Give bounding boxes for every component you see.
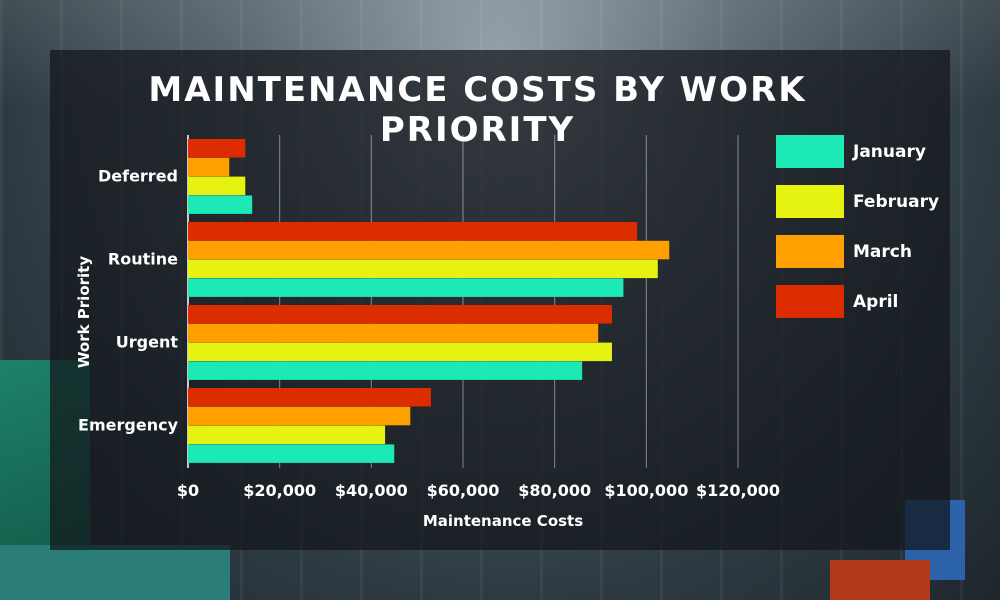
- x-tick-label: $0: [177, 481, 199, 500]
- bar: [188, 444, 395, 463]
- x-tick-label: $120,000: [696, 481, 780, 500]
- legend-swatch: [776, 235, 844, 268]
- bar: [188, 305, 612, 324]
- bar: [188, 139, 246, 158]
- background-bin-red: [830, 560, 930, 600]
- bar: [188, 240, 670, 260]
- legend-swatch: [776, 185, 844, 218]
- bar: [188, 176, 246, 196]
- y-category-label: Routine: [108, 250, 178, 269]
- bar: [188, 323, 599, 343]
- bars: [188, 139, 670, 463]
- background-machine-bottom: [0, 545, 230, 600]
- x-tick-label: $40,000: [335, 481, 408, 500]
- bar: [188, 222, 638, 241]
- y-axis-label: Work Priority: [75, 256, 93, 368]
- axis-labels: $0 $20,000 $40,000 $60,000 $80,000 $100,000 $1…: [78, 167, 780, 500]
- bar: [188, 278, 624, 297]
- y-category-label: Deferred: [98, 167, 178, 186]
- bar: [188, 425, 386, 445]
- x-tick-label: $100,000: [604, 481, 688, 500]
- bar: [188, 342, 612, 362]
- bar: [188, 195, 253, 214]
- bar: [188, 361, 583, 380]
- bar: [188, 406, 411, 426]
- legend-swatch: [776, 135, 844, 168]
- x-axis-label: Maintenance Costs: [423, 512, 583, 530]
- legend-label: February: [853, 192, 939, 212]
- legend-label: January: [852, 142, 926, 162]
- legend-swatch: [776, 285, 844, 318]
- legend-label: April: [853, 292, 898, 312]
- bar: [188, 259, 658, 279]
- x-tick-label: $20,000: [243, 481, 316, 500]
- legend-label: March: [853, 242, 912, 262]
- bar: [188, 157, 230, 177]
- x-tick-label: $80,000: [518, 481, 591, 500]
- y-category-label: Urgent: [116, 333, 179, 352]
- y-category-label: Emergency: [78, 416, 179, 435]
- chart-title: MAINTENANCE COSTS BY WORK PRIORITY: [148, 70, 807, 150]
- x-tick-label: $60,000: [427, 481, 500, 500]
- legend: January February March April: [776, 135, 939, 318]
- bar: [188, 388, 431, 407]
